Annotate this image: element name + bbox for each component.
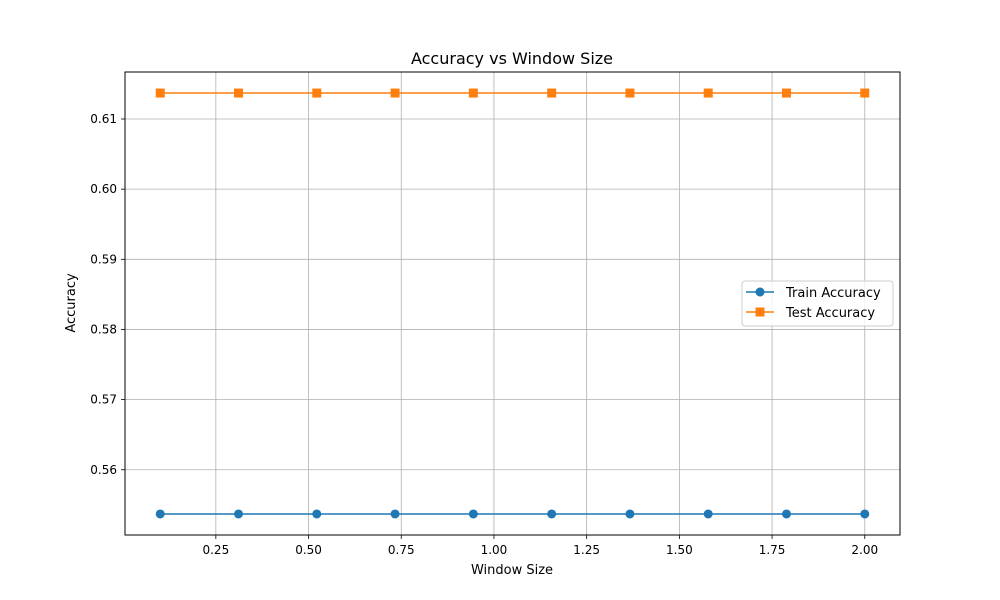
x-tick-label: 1.50 [666, 543, 693, 557]
data-point-test [312, 88, 322, 98]
data-point-test [468, 88, 478, 98]
y-tick-label: 0.56 [90, 463, 117, 477]
legend-label-test: Test Accuracy [785, 306, 875, 321]
x-tick-label: 0.25 [202, 543, 229, 557]
plot-series [155, 88, 870, 519]
data-point-train [312, 509, 322, 519]
data-point-test [860, 88, 870, 98]
legend-marker-test [755, 307, 765, 317]
y-tick-label: 0.59 [90, 252, 117, 266]
legend-box [741, 280, 894, 327]
data-point-train [781, 509, 791, 519]
data-point-test [703, 88, 713, 98]
x-axis-label: Window Size [471, 563, 553, 578]
y-tick-label: 0.61 [90, 112, 117, 126]
data-point-test [625, 88, 635, 98]
legend-label-train: Train Accuracy [785, 286, 881, 301]
x-tick-label: 1.25 [573, 543, 600, 557]
legend: Train Accuracy Test Accuracy [741, 280, 894, 327]
x-tick-label: 0.50 [295, 543, 322, 557]
legend-marker-train [755, 287, 765, 297]
x-tick-label: 1.75 [759, 543, 786, 557]
data-point-test [390, 88, 400, 98]
y-tick-label: 0.60 [90, 182, 117, 196]
y-tick-label: 0.58 [90, 322, 117, 336]
data-point-test [781, 88, 791, 98]
data-point-train [390, 509, 400, 519]
x-tick-label: 2.00 [851, 543, 878, 557]
axis-ticks: 0.25 0.50 0.75 1.00 1.25 1.50 1.75 2.00 0.56 0.57… [90, 112, 878, 557]
chart-title: Accuracy vs Window Size [411, 49, 613, 68]
x-tick-label: 0.75 [388, 543, 415, 557]
y-axis-label: Accuracy [64, 273, 79, 333]
plot-area-frame [124, 71, 901, 536]
grid [125, 72, 900, 535]
x-tick-label: 1.00 [481, 543, 508, 557]
data-point-train [703, 509, 713, 519]
data-point-train [860, 509, 870, 519]
data-point-test [234, 88, 244, 98]
data-point-train [547, 509, 557, 519]
y-tick-label: 0.57 [90, 393, 117, 407]
data-point-train [625, 509, 635, 519]
data-point-train [234, 509, 244, 519]
data-point-test [547, 88, 557, 98]
data-point-test [155, 88, 165, 98]
data-point-train [468, 509, 478, 519]
data-point-train [155, 509, 165, 519]
